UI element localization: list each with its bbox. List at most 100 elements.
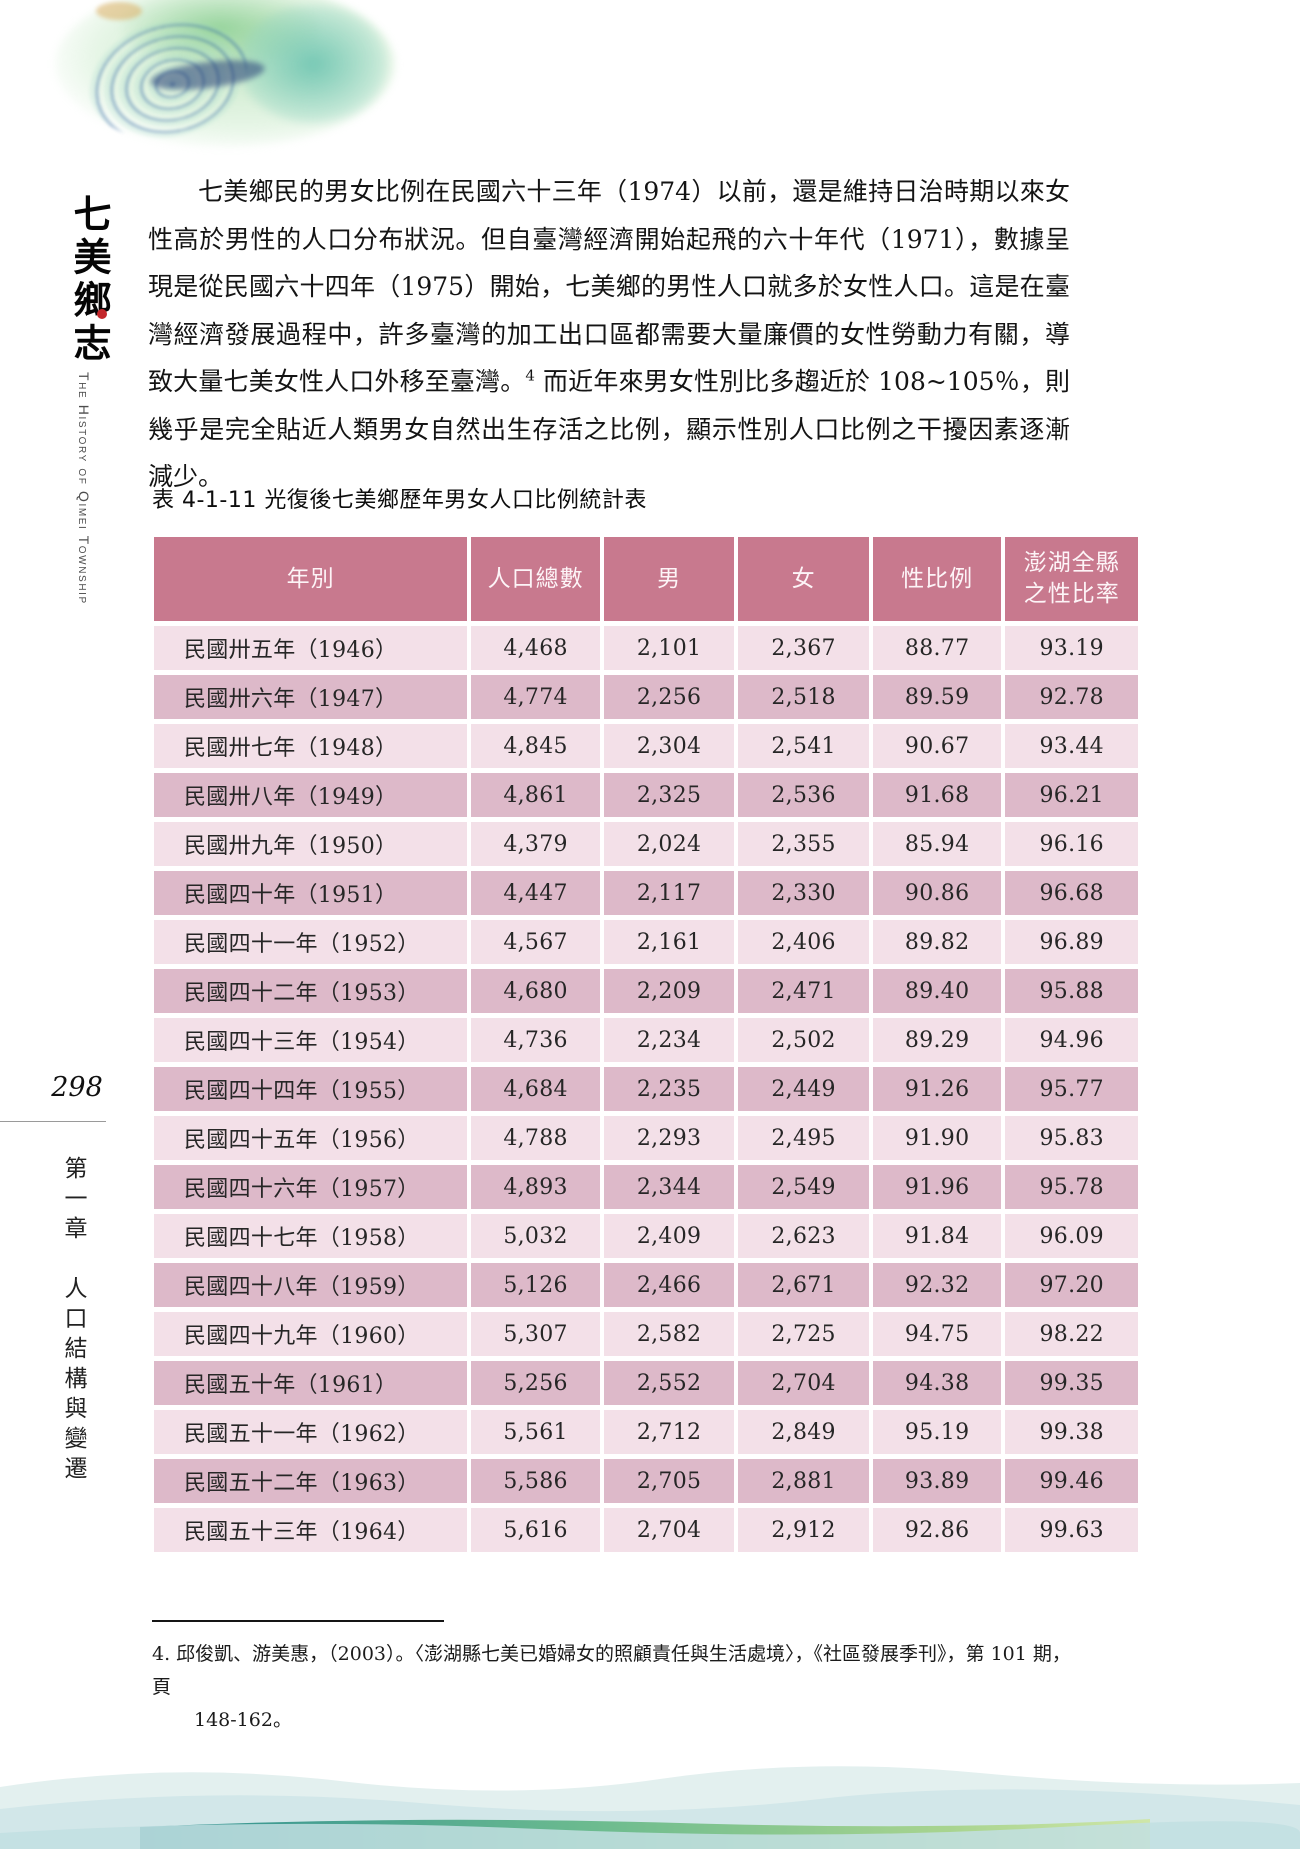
- table-row: 民國四十九年（1960） 5,307 2,582 2,725 94.75 98.22: [154, 1312, 1138, 1356]
- page-number-rule: [0, 1121, 106, 1122]
- table-cell-value: 99.46: [1005, 1459, 1138, 1503]
- table-cell-value: 2,409: [603, 1214, 735, 1258]
- table-cell-year: 民國四十九年（1960）: [154, 1312, 468, 1356]
- table-row: 民國卅八年（1949） 4,861 2,325 2,536 91.68 96.21: [154, 773, 1138, 817]
- table-cell-value: 96.89: [1005, 920, 1138, 964]
- table-cell-value: 2,502: [738, 1018, 869, 1062]
- table-cell-value: 2,406: [738, 920, 869, 964]
- table-cell-value: 5,616: [471, 1508, 600, 1552]
- table-row: 民國四十八年（1959） 5,126 2,466 2,671 92.32 97.20: [154, 1263, 1138, 1307]
- table-cell-value: 91.84: [872, 1214, 1002, 1258]
- table-cell-value: 4,680: [471, 969, 600, 1013]
- table-cell-value: 2,330: [738, 871, 869, 915]
- red-seal-dot-icon: [97, 309, 107, 319]
- table-cell-value: 5,256: [471, 1361, 600, 1405]
- table-cell-value: 4,774: [471, 675, 600, 719]
- table-cell-value: 94.96: [1005, 1018, 1138, 1062]
- table-cell-value: 2,549: [738, 1165, 869, 1209]
- table-row: 民國五十年（1961） 5,256 2,552 2,704 94.38 99.35: [154, 1361, 1138, 1405]
- table-cell-value: 89.82: [872, 920, 1002, 964]
- table-row: 民國五十三年（1964） 5,616 2,704 2,912 92.86 99.63: [154, 1508, 1138, 1552]
- table-cell-value: 2,209: [603, 969, 735, 1013]
- footnote: 4. 邱俊凱、游美惠，（2003）。〈澎湖縣七美已婚婦女的照顧責任與生活處境〉，…: [152, 1638, 1087, 1737]
- table-cell-value: 2,367: [738, 626, 869, 670]
- table-cell-value: 94.38: [872, 1361, 1002, 1405]
- table-cell-value: 4,447: [471, 871, 600, 915]
- table-title: 表 4-1-11 光復後七美鄉歷年男女人口比例統計表: [152, 488, 647, 513]
- table-cell-value: 2,582: [603, 1312, 735, 1356]
- table-cell-value: 99.35: [1005, 1361, 1138, 1405]
- table-cell-value: 97.20: [1005, 1263, 1138, 1307]
- table-cell-value: 4,684: [471, 1067, 600, 1111]
- footnote-line2: 148-162。: [194, 1709, 292, 1731]
- footnote-line1: 4. 邱俊凱、游美惠，（2003）。〈澎湖縣七美已婚婦女的照顧責任與生活處境〉，…: [152, 1643, 1071, 1698]
- table-cell-value: 5,586: [471, 1459, 600, 1503]
- table-cell-value: 2,495: [738, 1116, 869, 1160]
- table-cell-value: 2,536: [738, 773, 869, 817]
- footnote-rule: [152, 1620, 444, 1622]
- table-cell-value: 96.68: [1005, 871, 1138, 915]
- table-cell-value: 4,736: [471, 1018, 600, 1062]
- table-cell-value: 2,712: [603, 1410, 735, 1454]
- population-ratio-table: 年別 人口總數 男 女 性比例 澎湖全縣 之性比率 民國卅五年（1946） 4,4…: [150, 532, 1142, 1557]
- table-cell-value: 88.77: [872, 626, 1002, 670]
- table-cell-year: 民國卅六年（1947）: [154, 675, 468, 719]
- table-row: 民國五十一年（1962） 5,561 2,712 2,849 95.19 99.38: [154, 1410, 1138, 1454]
- table-cell-value: 95.78: [1005, 1165, 1138, 1209]
- table-cell-value: 2,117: [603, 871, 735, 915]
- table-cell-value: 92.86: [872, 1508, 1002, 1552]
- table-row: 民國卅九年（1950） 4,379 2,024 2,355 85.94 96.16: [154, 822, 1138, 866]
- table-cell-value: 2,325: [603, 773, 735, 817]
- table-cell-value: 4,861: [471, 773, 600, 817]
- watercolor-speck: [96, 2, 142, 20]
- table-cell-value: 92.78: [1005, 675, 1138, 719]
- table-row: 民國四十年（1951） 4,447 2,117 2,330 90.86 96.68: [154, 871, 1138, 915]
- table-cell-value: 2,256: [603, 675, 735, 719]
- table-cell-value: 2,849: [738, 1410, 869, 1454]
- table-cell-value: 4,893: [471, 1165, 600, 1209]
- col-header-county-ratio: 澎湖全縣 之性比率: [1005, 537, 1138, 621]
- table-cell-value: 2,466: [603, 1263, 735, 1307]
- table-cell-value: 90.67: [872, 724, 1002, 768]
- table-cell-value: 2,541: [738, 724, 869, 768]
- table-cell-value: 89.29: [872, 1018, 1002, 1062]
- table-cell-value: 91.90: [872, 1116, 1002, 1160]
- table-cell-value: 2,671: [738, 1263, 869, 1307]
- table-cell-value: 2,704: [603, 1508, 735, 1552]
- table-cell-value: 89.59: [872, 675, 1002, 719]
- table-cell-value: 92.32: [872, 1263, 1002, 1307]
- table-cell-value: 2,881: [738, 1459, 869, 1503]
- footnote-ref: 4: [525, 366, 535, 385]
- table-row: 民國四十六年（1957） 4,893 2,344 2,549 91.96 95.78: [154, 1165, 1138, 1209]
- table-cell-value: 99.38: [1005, 1410, 1138, 1454]
- table-row: 民國四十七年（1958） 5,032 2,409 2,623 91.84 96.09: [154, 1214, 1138, 1258]
- table-cell-value: 2,235: [603, 1067, 735, 1111]
- table-cell-value: 96.09: [1005, 1214, 1138, 1258]
- table-cell-year: 民國五十三年（1964）: [154, 1508, 468, 1552]
- table-cell-year: 民國卅八年（1949）: [154, 773, 468, 817]
- table-row: 民國四十三年（1954） 4,736 2,234 2,502 89.29 94.96: [154, 1018, 1138, 1062]
- table-cell-value: 95.88: [1005, 969, 1138, 1013]
- table-cell-year: 民國四十六年（1957）: [154, 1165, 468, 1209]
- table-cell-year: 民國四十三年（1954）: [154, 1018, 468, 1062]
- table-cell-year: 民國卅七年（1948）: [154, 724, 468, 768]
- col-header-year: 年別: [154, 537, 468, 621]
- col-header-male: 男: [603, 537, 735, 621]
- table-cell-year: 民國四十四年（1955）: [154, 1067, 468, 1111]
- table-cell-value: 91.96: [872, 1165, 1002, 1209]
- table-cell-value: 93.19: [1005, 626, 1138, 670]
- watercolor-teal-patch: [238, 4, 388, 124]
- table-cell-value: 2,234: [603, 1018, 735, 1062]
- wave-footer-decoration: [0, 1766, 1300, 1849]
- book-subtitle-vertical: The History of Qimei Township: [76, 372, 92, 605]
- table-cell-value: 94.75: [872, 1312, 1002, 1356]
- table-cell-value: 95.83: [1005, 1116, 1138, 1160]
- table-cell-value: 2,725: [738, 1312, 869, 1356]
- table-cell-value: 2,161: [603, 920, 735, 964]
- table-cell-value: 4,468: [471, 626, 600, 670]
- table-cell-value: 4,567: [471, 920, 600, 964]
- table-cell-value: 5,126: [471, 1263, 600, 1307]
- table-row: 民國四十四年（1955） 4,684 2,235 2,449 91.26 95.77: [154, 1067, 1138, 1111]
- table-row: 民國五十二年（1963） 5,586 2,705 2,881 93.89 99.46: [154, 1459, 1138, 1503]
- table-cell-year: 民國五十二年（1963）: [154, 1459, 468, 1503]
